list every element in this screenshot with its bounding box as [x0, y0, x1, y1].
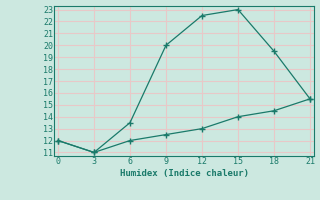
X-axis label: Humidex (Indice chaleur): Humidex (Indice chaleur): [119, 169, 249, 178]
